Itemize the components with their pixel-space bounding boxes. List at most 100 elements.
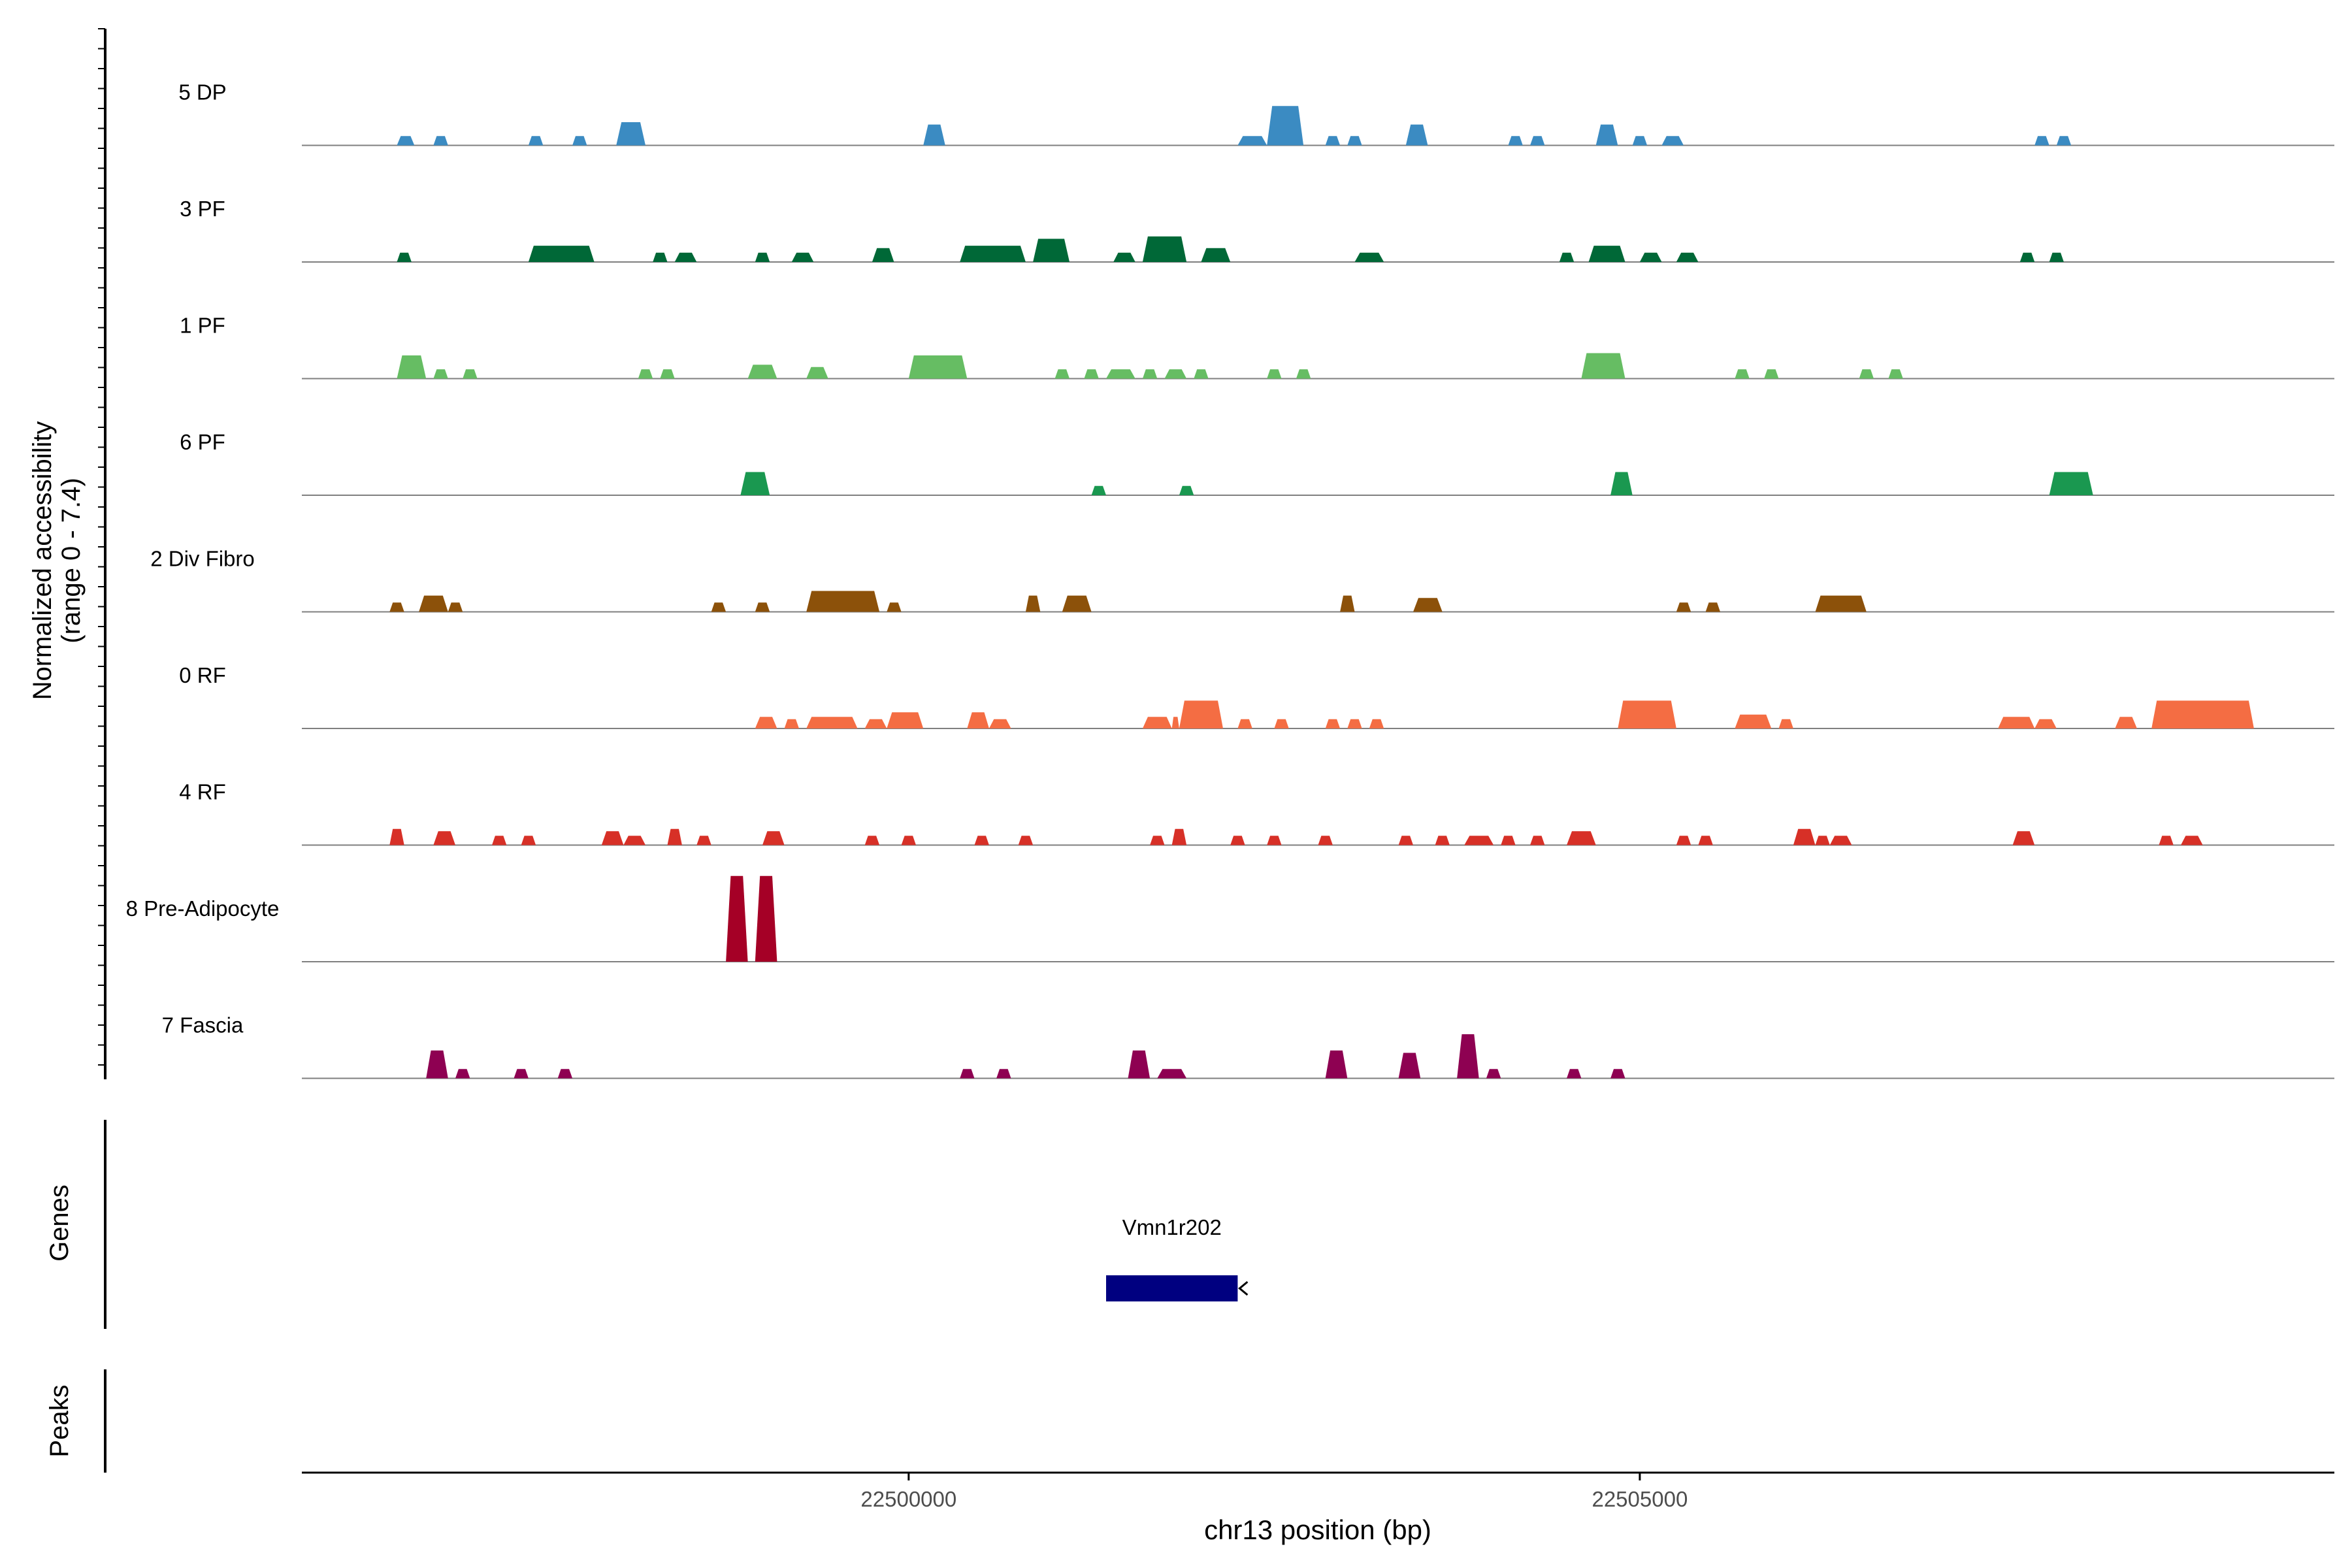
coverage-peak [455, 1069, 470, 1079]
coverage-peak [1698, 836, 1713, 845]
coverage-peak [1530, 136, 1545, 146]
coverage-peak [1405, 124, 1428, 146]
coverage-peak [1062, 595, 1092, 612]
coverage-peak [1610, 1069, 1625, 1079]
coverage-peak [1325, 136, 1341, 146]
coverage-peak [1398, 836, 1413, 845]
peaks-track-label: Peaks [45, 1384, 74, 1457]
coverage-peak [1164, 369, 1187, 379]
plot-axes: 22500000 22505000 [98, 28, 2334, 1511]
coverage-y-ticks [98, 28, 105, 1066]
coverage-peak [1018, 836, 1034, 845]
coverage-peak [1171, 717, 1179, 728]
coverage-peak [960, 1069, 975, 1079]
coverage-peak [791, 252, 814, 262]
coverage-peak [1618, 700, 1676, 728]
coverage-tracks: 5 DP 3 PF 1 PF 6 PF 2 Div Fibro 0 RF 4 RF 8 Pre… [126, 80, 2334, 1079]
coverage-peak [1113, 252, 1135, 262]
coverage-peak [1588, 246, 1625, 262]
coverage-peak [1369, 719, 1384, 728]
coverage-peak [433, 136, 448, 146]
genes-track: Vmn1r202 [1106, 1215, 1249, 1301]
coverage-peak [1142, 369, 1158, 379]
coverage-peak [755, 875, 777, 962]
coverage-peak [1325, 1050, 1348, 1079]
coverage-peak [711, 602, 727, 612]
coverage-peak [433, 831, 455, 845]
gene-body [1106, 1275, 1238, 1301]
coverage-peak [864, 719, 887, 728]
coverage-peak [419, 595, 448, 612]
coverage-peak [2151, 700, 2254, 728]
coverage-peak [2181, 836, 2203, 845]
coverage-peak [2034, 719, 2057, 728]
coverage-peak [1201, 248, 1231, 262]
coverage-peak [528, 136, 544, 146]
coverage-peak [1676, 602, 1691, 612]
coverage-peak [1778, 719, 1793, 728]
track-label: 4 RF [179, 780, 226, 804]
coverage-peak [996, 1069, 1011, 1079]
coverage-peak [988, 719, 1011, 728]
coverage-peak [1998, 717, 2035, 728]
coverage-peak [923, 124, 945, 146]
coverage-peak [1793, 828, 1816, 845]
track-label: 7 Fascia [162, 1013, 244, 1037]
coverage-peak [2159, 836, 2174, 845]
track-4-rf: 4 RF [179, 780, 2334, 846]
coverage-peak [872, 248, 894, 262]
track-label: 6 PF [180, 430, 225, 454]
y-axis-label-line1: Normalized accessibility [28, 421, 57, 700]
track-label: 1 PF [180, 314, 225, 338]
coverage-peak [1661, 136, 1684, 146]
track-1-pf: 1 PF [180, 314, 2334, 380]
coverage-peak [747, 365, 777, 379]
coverage-peak [1413, 598, 1443, 612]
coverage-peak [521, 836, 536, 845]
coverage-peak [806, 367, 828, 379]
coverage-peak [2049, 252, 2064, 262]
coverage-peak [1267, 106, 1304, 146]
coverage-peak [960, 246, 1026, 262]
coverage-peak [1559, 252, 1575, 262]
coverage-peak [1274, 719, 1289, 728]
coverage-peak [2115, 717, 2137, 728]
coverage-peak [1157, 1069, 1187, 1079]
x-axis-ticks: 22500000 22505000 [860, 1473, 1688, 1511]
coverage-peak [901, 836, 916, 845]
coverage-peak [2034, 136, 2050, 146]
coverage-peak [1610, 472, 1633, 495]
coverage-peak [1859, 369, 1874, 379]
coverage-peak [806, 591, 880, 612]
coverage-peak [528, 246, 595, 262]
track-5-dp: 5 DP [178, 80, 2334, 146]
coverage-peak [397, 136, 415, 146]
coverage-peak [1815, 595, 1867, 612]
coverage-peak [1595, 124, 1618, 146]
x-tick-label: 22500000 [860, 1487, 956, 1511]
coverage-peak [887, 712, 924, 728]
coverage-peak [1676, 836, 1691, 845]
coverage-peak [1508, 136, 1523, 146]
coverage-peak [1142, 236, 1187, 262]
coverage-peak [1829, 836, 1852, 845]
coverage-peak [784, 719, 799, 728]
coverage-peak [887, 602, 902, 612]
coverage-peak [1142, 717, 1172, 728]
coverage-peak [1318, 836, 1333, 845]
coverage-peak [1639, 252, 1662, 262]
coverage-peak [448, 602, 463, 612]
coverage-peak [660, 369, 675, 379]
coverage-peak [397, 252, 412, 262]
coverage-peak [1179, 485, 1194, 495]
coverage-peak [638, 369, 653, 379]
coverage-peak [623, 836, 645, 845]
coverage-peak [1501, 836, 1516, 845]
coverage-peak [1705, 602, 1720, 612]
coverage-peak [755, 602, 770, 612]
track-label: 3 PF [180, 197, 225, 221]
x-tick-label: 22505000 [1592, 1487, 1688, 1511]
coverage-peak [974, 836, 989, 845]
track-2-div-fibro: 2 Div Fibro [150, 547, 2334, 613]
coverage-peak [463, 369, 478, 379]
